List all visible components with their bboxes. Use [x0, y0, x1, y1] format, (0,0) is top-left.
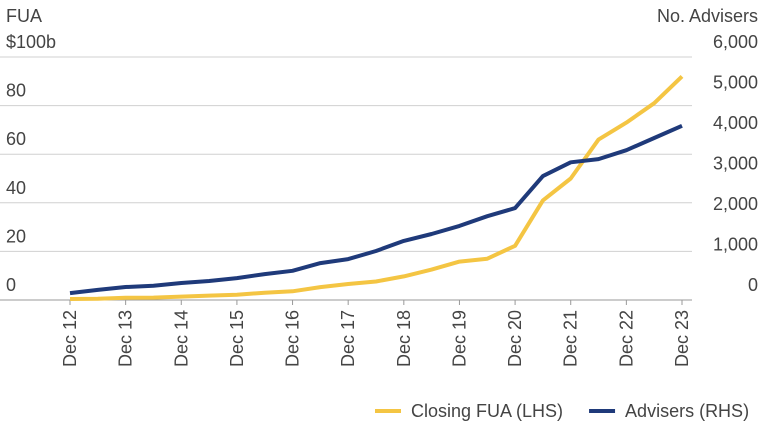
x-tick-label: Dec 12	[60, 310, 80, 367]
x-tick-label: Dec 22	[616, 310, 636, 367]
legend-label: Closing FUA (LHS)	[411, 401, 563, 421]
y-tick-label: 40	[6, 178, 26, 198]
y2-tick-label: 3,000	[713, 154, 758, 174]
y-tick-label: 0	[6, 275, 16, 295]
x-tick-label: Dec 15	[227, 310, 247, 367]
y2-tick-label: 1,000	[713, 235, 758, 255]
y-tick-label: 20	[6, 226, 26, 246]
y2-tick-label: 5,000	[713, 73, 758, 93]
y2-axis-label: No. Advisers	[657, 6, 758, 26]
y2-tick-label: 4,000	[713, 113, 758, 133]
y-tick-label: $100b	[6, 32, 56, 52]
legend-label: Advisers (RHS)	[625, 401, 749, 421]
y-axis-label: FUA	[6, 6, 42, 26]
x-tick-label: Dec 19	[449, 310, 469, 367]
x-tick-label: Dec 23	[672, 310, 692, 367]
x-tick-label: Dec 16	[283, 310, 303, 367]
y-tick-label: 80	[6, 81, 26, 101]
x-tick-label: Dec 14	[171, 310, 191, 367]
series-line	[69, 74, 684, 301]
x-tick-label: Dec 21	[561, 310, 581, 367]
y2-tick-label: 2,000	[713, 194, 758, 214]
x-tick-label: Dec 13	[116, 310, 136, 367]
y-tick-label: 60	[6, 129, 26, 149]
y2-tick-label: 0	[748, 275, 758, 295]
x-tick-label: Dec 18	[394, 310, 414, 367]
x-tick-label: Dec 20	[505, 310, 525, 367]
series-line	[69, 123, 683, 296]
x-tick-label: Dec 17	[338, 310, 358, 367]
y2-tick-label: 6,000	[713, 32, 758, 52]
